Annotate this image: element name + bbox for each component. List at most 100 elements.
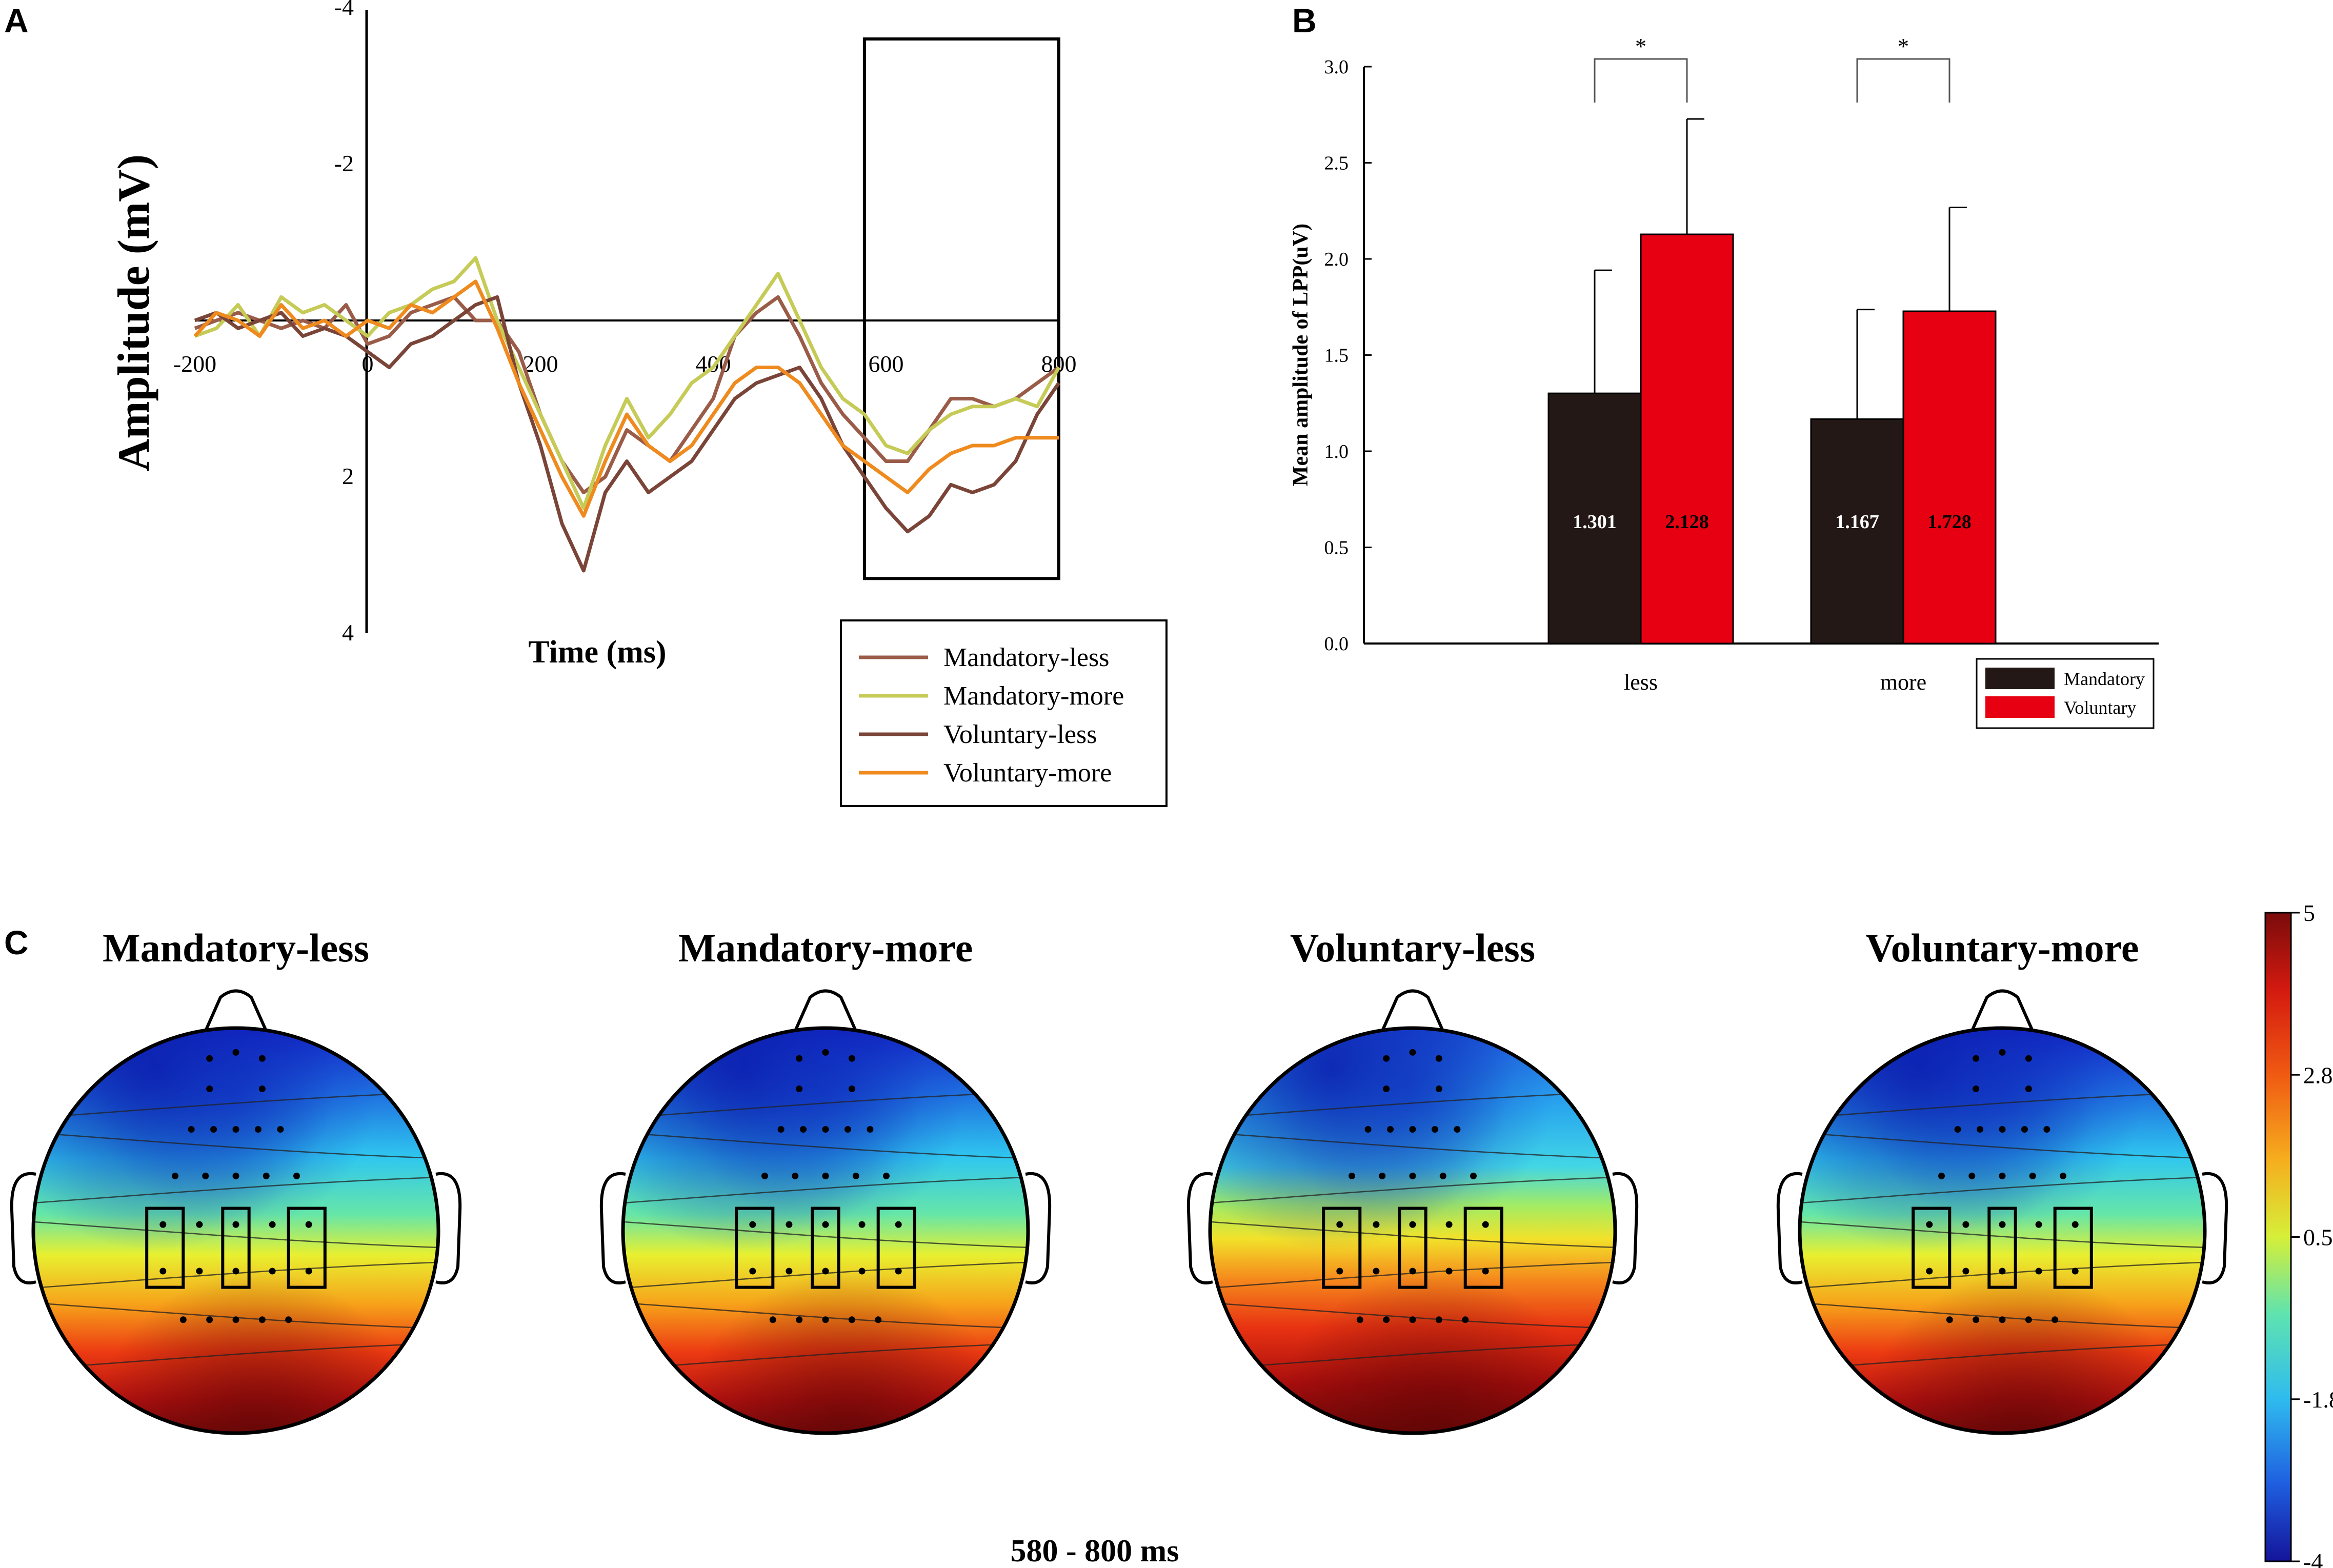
electrode-dot: [1999, 1221, 2006, 1228]
electrode-dot: [822, 1172, 829, 1179]
electrode-dot: [1431, 1126, 1438, 1133]
electrode-dot: [1968, 1172, 1976, 1179]
map-titles: Mandatory-less Mandatory-more Voluntary-le…: [103, 926, 2139, 970]
panel-b-letter: B: [1292, 2, 1317, 39]
electrode-dot: [2071, 1268, 2079, 1275]
contour-line: [1210, 1176, 1615, 1204]
electrode-dot: [822, 1049, 829, 1056]
electrode-dot: [258, 1316, 266, 1323]
electrode-dot: [1445, 1268, 1453, 1275]
electrode-dot: [232, 1172, 239, 1179]
electrode-dot: [196, 1221, 203, 1228]
y-tick-label: 0.0: [1324, 633, 1349, 655]
lpp-bar-chart: 0.00.51.01.52.02.53.0 1.301 2.128*1.167 1.…: [1289, 34, 2159, 729]
electrode-dot: [232, 1221, 239, 1228]
electrode-dot: [786, 1221, 793, 1228]
electrode-dot: [883, 1172, 890, 1179]
electrode-dot: [1445, 1221, 1453, 1228]
electrode-dot: [796, 1316, 803, 1323]
electrode-dot: [293, 1172, 300, 1179]
roi-box: [811, 1207, 840, 1289]
x-tick-label: 0: [362, 351, 374, 377]
electrode-dot: [1454, 1126, 1461, 1133]
legend: Mandatory-less Mandatory-more Voluntary-le…: [859, 643, 1124, 788]
electrode-dot: [1336, 1221, 1343, 1228]
electrode-dot: [858, 1221, 866, 1228]
nose-shape: [1968, 989, 2037, 1036]
electrode-dot: [1962, 1268, 1969, 1275]
contour-line: [1800, 1221, 2205, 1249]
contour-line: [33, 1176, 438, 1204]
left-ear-shape: [1776, 1172, 1803, 1284]
scalp-maps: [10, 989, 2228, 1435]
scalp-overlays: [33, 1028, 438, 1433]
scalp-positive-region: [623, 1028, 1028, 1433]
roi-box: [2053, 1207, 2093, 1289]
legend-swatch: [1985, 668, 2055, 689]
electrode-dot: [761, 1172, 768, 1179]
significance-marker: *: [1898, 34, 1909, 59]
nose-shape: [1378, 989, 1447, 1036]
colorbar-tick-label: -4: [2303, 1549, 2323, 1568]
colorbar: [2264, 912, 2292, 1562]
contour-line: [1800, 1176, 2205, 1204]
electrode-dot: [206, 1085, 213, 1092]
scalp-overlays: [1800, 1028, 2205, 1433]
electrode-dot: [285, 1316, 292, 1323]
category-labels: less more: [1624, 670, 1926, 695]
electrode-dot: [232, 1049, 239, 1056]
erp-line-voluntary-less: [194, 295, 1060, 573]
roi-box: [145, 1207, 185, 1289]
y-axis-label: Mean amplitude of LPP(uV): [1289, 224, 1313, 486]
erp-line-mandatory-less: [194, 295, 1060, 494]
y-tick-label: -2: [334, 150, 354, 176]
electrode-dot: [777, 1126, 785, 1133]
electrode-dot: [1973, 1316, 1980, 1323]
electrode-dot: [796, 1085, 803, 1092]
electrode-dot: [1435, 1055, 1442, 1062]
scalp-map-voluntary-less: [1186, 989, 1639, 1435]
electrode-dot: [792, 1172, 799, 1179]
electrode-dot: [844, 1126, 851, 1133]
electrode-dot: [277, 1126, 284, 1133]
scalp-topography-panel: Mandatory-less Mandatory-more Voluntary-le…: [10, 900, 2333, 1568]
legend-label: Mandatory-less: [943, 643, 1109, 672]
electrode-dot: [796, 1055, 803, 1062]
roi-box: [1463, 1207, 1503, 1289]
electrode-dot: [1409, 1126, 1416, 1133]
time-window-label: 580 - 800 ms: [1011, 1534, 1179, 1568]
contour-line: [33, 1342, 438, 1370]
electrode-dot: [1482, 1221, 1489, 1228]
electrode-dot: [2025, 1316, 2032, 1323]
electrode-dot: [2043, 1126, 2050, 1133]
electrode-dot: [258, 1055, 266, 1062]
contour-line: [623, 1176, 1028, 1204]
map-title: Voluntary-less: [1290, 926, 1535, 970]
y-tick-label: 2: [342, 463, 354, 489]
electrode-dot: [1409, 1268, 1416, 1275]
contour-line: [1800, 1342, 2205, 1370]
panel-a-letter: A: [4, 2, 29, 39]
electrode-dot: [2029, 1172, 2036, 1179]
head-outline: [621, 1026, 1030, 1435]
map-title: Voluntary-more: [1866, 926, 2139, 970]
electrode-dot: [875, 1316, 882, 1323]
roi-box: [1912, 1207, 1952, 1289]
legend: Mandatory Voluntary: [1985, 668, 2145, 718]
electrode-dot: [305, 1268, 312, 1275]
electrode-dot: [254, 1126, 262, 1133]
electrode-dot: [263, 1172, 270, 1179]
electrode-dot: [1383, 1085, 1390, 1092]
y-tick-label: 3.0: [1324, 56, 1349, 78]
contour-line: [33, 1221, 438, 1249]
contour-line: [623, 1132, 1028, 1159]
electrode-dot: [1926, 1221, 1933, 1228]
electrode-dot: [1409, 1049, 1416, 1056]
roi-box: [221, 1207, 251, 1289]
y-tick-label: 2.0: [1324, 249, 1349, 270]
y-axis-label: Amplitude (mV): [109, 154, 159, 471]
panel-c-letter: C: [4, 923, 29, 961]
colorbar-tick-label: 5: [2303, 900, 2315, 926]
electrode-dot: [749, 1221, 756, 1228]
electrode-dot: [1373, 1268, 1380, 1275]
